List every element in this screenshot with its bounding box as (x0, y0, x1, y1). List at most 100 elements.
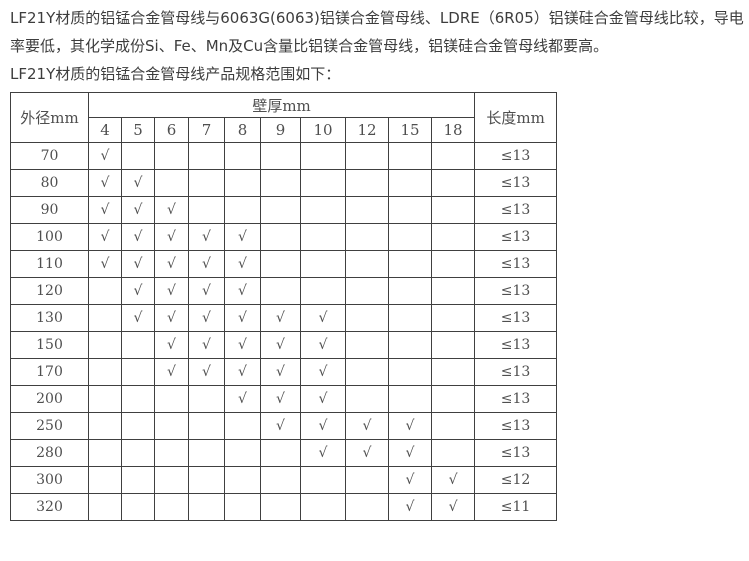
empty-cell (224, 412, 261, 440)
spec-table: 外径mm 壁厚mm 长度mm 4 5 6 7 8 9 10 12 15 18 70 √ ≤13 80 √ √… (10, 92, 558, 521)
check-mark-cell: √ (345, 439, 389, 467)
empty-cell (300, 142, 346, 170)
empty-cell (345, 385, 389, 413)
empty-cell (188, 196, 225, 224)
empty-cell (224, 439, 261, 467)
empty-cell (430, 142, 476, 170)
check-mark-cell: √ (154, 331, 189, 359)
check-mark-cell: √ (188, 331, 225, 359)
empty-cell (388, 304, 432, 332)
empty-cell (224, 466, 261, 494)
empty-cell (430, 196, 476, 224)
empty-cell (88, 466, 122, 494)
outer-diameter-cell: 110 (10, 250, 89, 278)
header-row-thickness-values: 4 5 6 7 8 9 10 12 15 18 (11, 117, 557, 143)
check-mark-cell: √ (300, 358, 346, 386)
empty-cell (345, 493, 389, 521)
outer-diameter-header: 外径mm (10, 92, 89, 143)
length-cell: ≤13 (474, 142, 558, 170)
empty-cell (345, 250, 389, 278)
table-row: 100 √ √ √ √ √ ≤13 (10, 223, 558, 251)
length-cell: ≤13 (474, 412, 558, 440)
empty-cell (121, 331, 155, 359)
empty-cell (345, 142, 389, 170)
table-row: 110 √ √ √ √ √ ≤13 (10, 250, 558, 278)
empty-cell (300, 196, 346, 224)
empty-cell (88, 331, 122, 359)
empty-cell (345, 358, 389, 386)
check-mark-cell: √ (121, 250, 155, 278)
empty-cell (188, 142, 225, 170)
table-row: 70 √ ≤13 (10, 142, 558, 170)
outer-diameter-cell: 150 (10, 331, 89, 359)
empty-cell (300, 223, 346, 251)
thickness-col-header: 6 (154, 117, 189, 143)
length-cell: ≤13 (474, 358, 558, 386)
check-mark-cell: √ (121, 223, 155, 251)
check-mark-cell: √ (154, 223, 189, 251)
empty-cell (188, 466, 225, 494)
empty-cell (260, 493, 301, 521)
check-mark-cell: √ (300, 331, 346, 359)
check-mark-cell: √ (260, 304, 301, 332)
length-cell: ≤13 (474, 385, 558, 413)
check-mark-cell: √ (224, 223, 261, 251)
empty-cell (430, 385, 476, 413)
empty-cell (388, 169, 432, 197)
empty-cell (345, 196, 389, 224)
empty-cell (260, 466, 301, 494)
table-row: 280 √ √ √ ≤13 (10, 439, 558, 467)
empty-cell (188, 169, 225, 197)
length-cell: ≤13 (474, 223, 558, 251)
length-cell: ≤11 (474, 493, 558, 521)
empty-cell (154, 142, 189, 170)
check-mark-cell: √ (154, 250, 189, 278)
outer-diameter-cell: 170 (10, 358, 89, 386)
empty-cell (88, 358, 122, 386)
check-mark-cell: √ (345, 412, 389, 440)
check-mark-cell: √ (121, 304, 155, 332)
table-row: 320 √ √ ≤11 (10, 493, 558, 521)
empty-cell (224, 196, 261, 224)
check-mark-cell: √ (224, 358, 261, 386)
empty-cell (121, 493, 155, 521)
empty-cell (154, 439, 189, 467)
check-mark-cell: √ (188, 250, 225, 278)
length-cell: ≤13 (474, 439, 558, 467)
header-row-top: 外径mm 壁厚mm 长度mm (10, 92, 558, 143)
check-mark-cell: √ (88, 250, 122, 278)
check-mark-cell: √ (300, 304, 346, 332)
empty-cell (430, 358, 476, 386)
check-mark-cell: √ (224, 250, 261, 278)
check-mark-cell: √ (388, 439, 432, 467)
check-mark-cell: √ (300, 385, 346, 413)
outer-diameter-cell: 300 (10, 466, 89, 494)
spec-table-body: 70 √ ≤13 80 √ √ ≤13 90 √ √ √ ≤13 100 √ √ √ √ √ ≤13 110 √ √ √ √ √… (10, 142, 558, 521)
table-row: 130 √ √ √ √ √ √ ≤13 (10, 304, 558, 332)
check-mark-cell: √ (188, 277, 225, 305)
thickness-col-header: 8 (224, 117, 261, 143)
thickness-col-header: 10 (300, 117, 346, 143)
empty-cell (88, 304, 122, 332)
empty-cell (388, 250, 432, 278)
outer-diameter-cell: 280 (10, 439, 89, 467)
empty-cell (88, 385, 122, 413)
thickness-col-header: 12 (345, 117, 389, 143)
empty-cell (388, 331, 432, 359)
empty-cell (121, 385, 155, 413)
empty-cell (260, 142, 301, 170)
outer-diameter-cell: 80 (10, 169, 89, 197)
empty-cell (300, 277, 346, 305)
empty-cell (345, 277, 389, 305)
check-mark-cell: √ (430, 493, 476, 521)
check-mark-cell: √ (88, 169, 122, 197)
empty-cell (300, 493, 346, 521)
empty-cell (430, 250, 476, 278)
check-mark-cell: √ (388, 493, 432, 521)
check-mark-cell: √ (88, 223, 122, 251)
thickness-col-header: 4 (88, 117, 122, 143)
outer-diameter-cell: 70 (10, 142, 89, 170)
table-row: 80 √ √ ≤13 (10, 169, 558, 197)
empty-cell (388, 196, 432, 224)
check-mark-cell: √ (224, 385, 261, 413)
